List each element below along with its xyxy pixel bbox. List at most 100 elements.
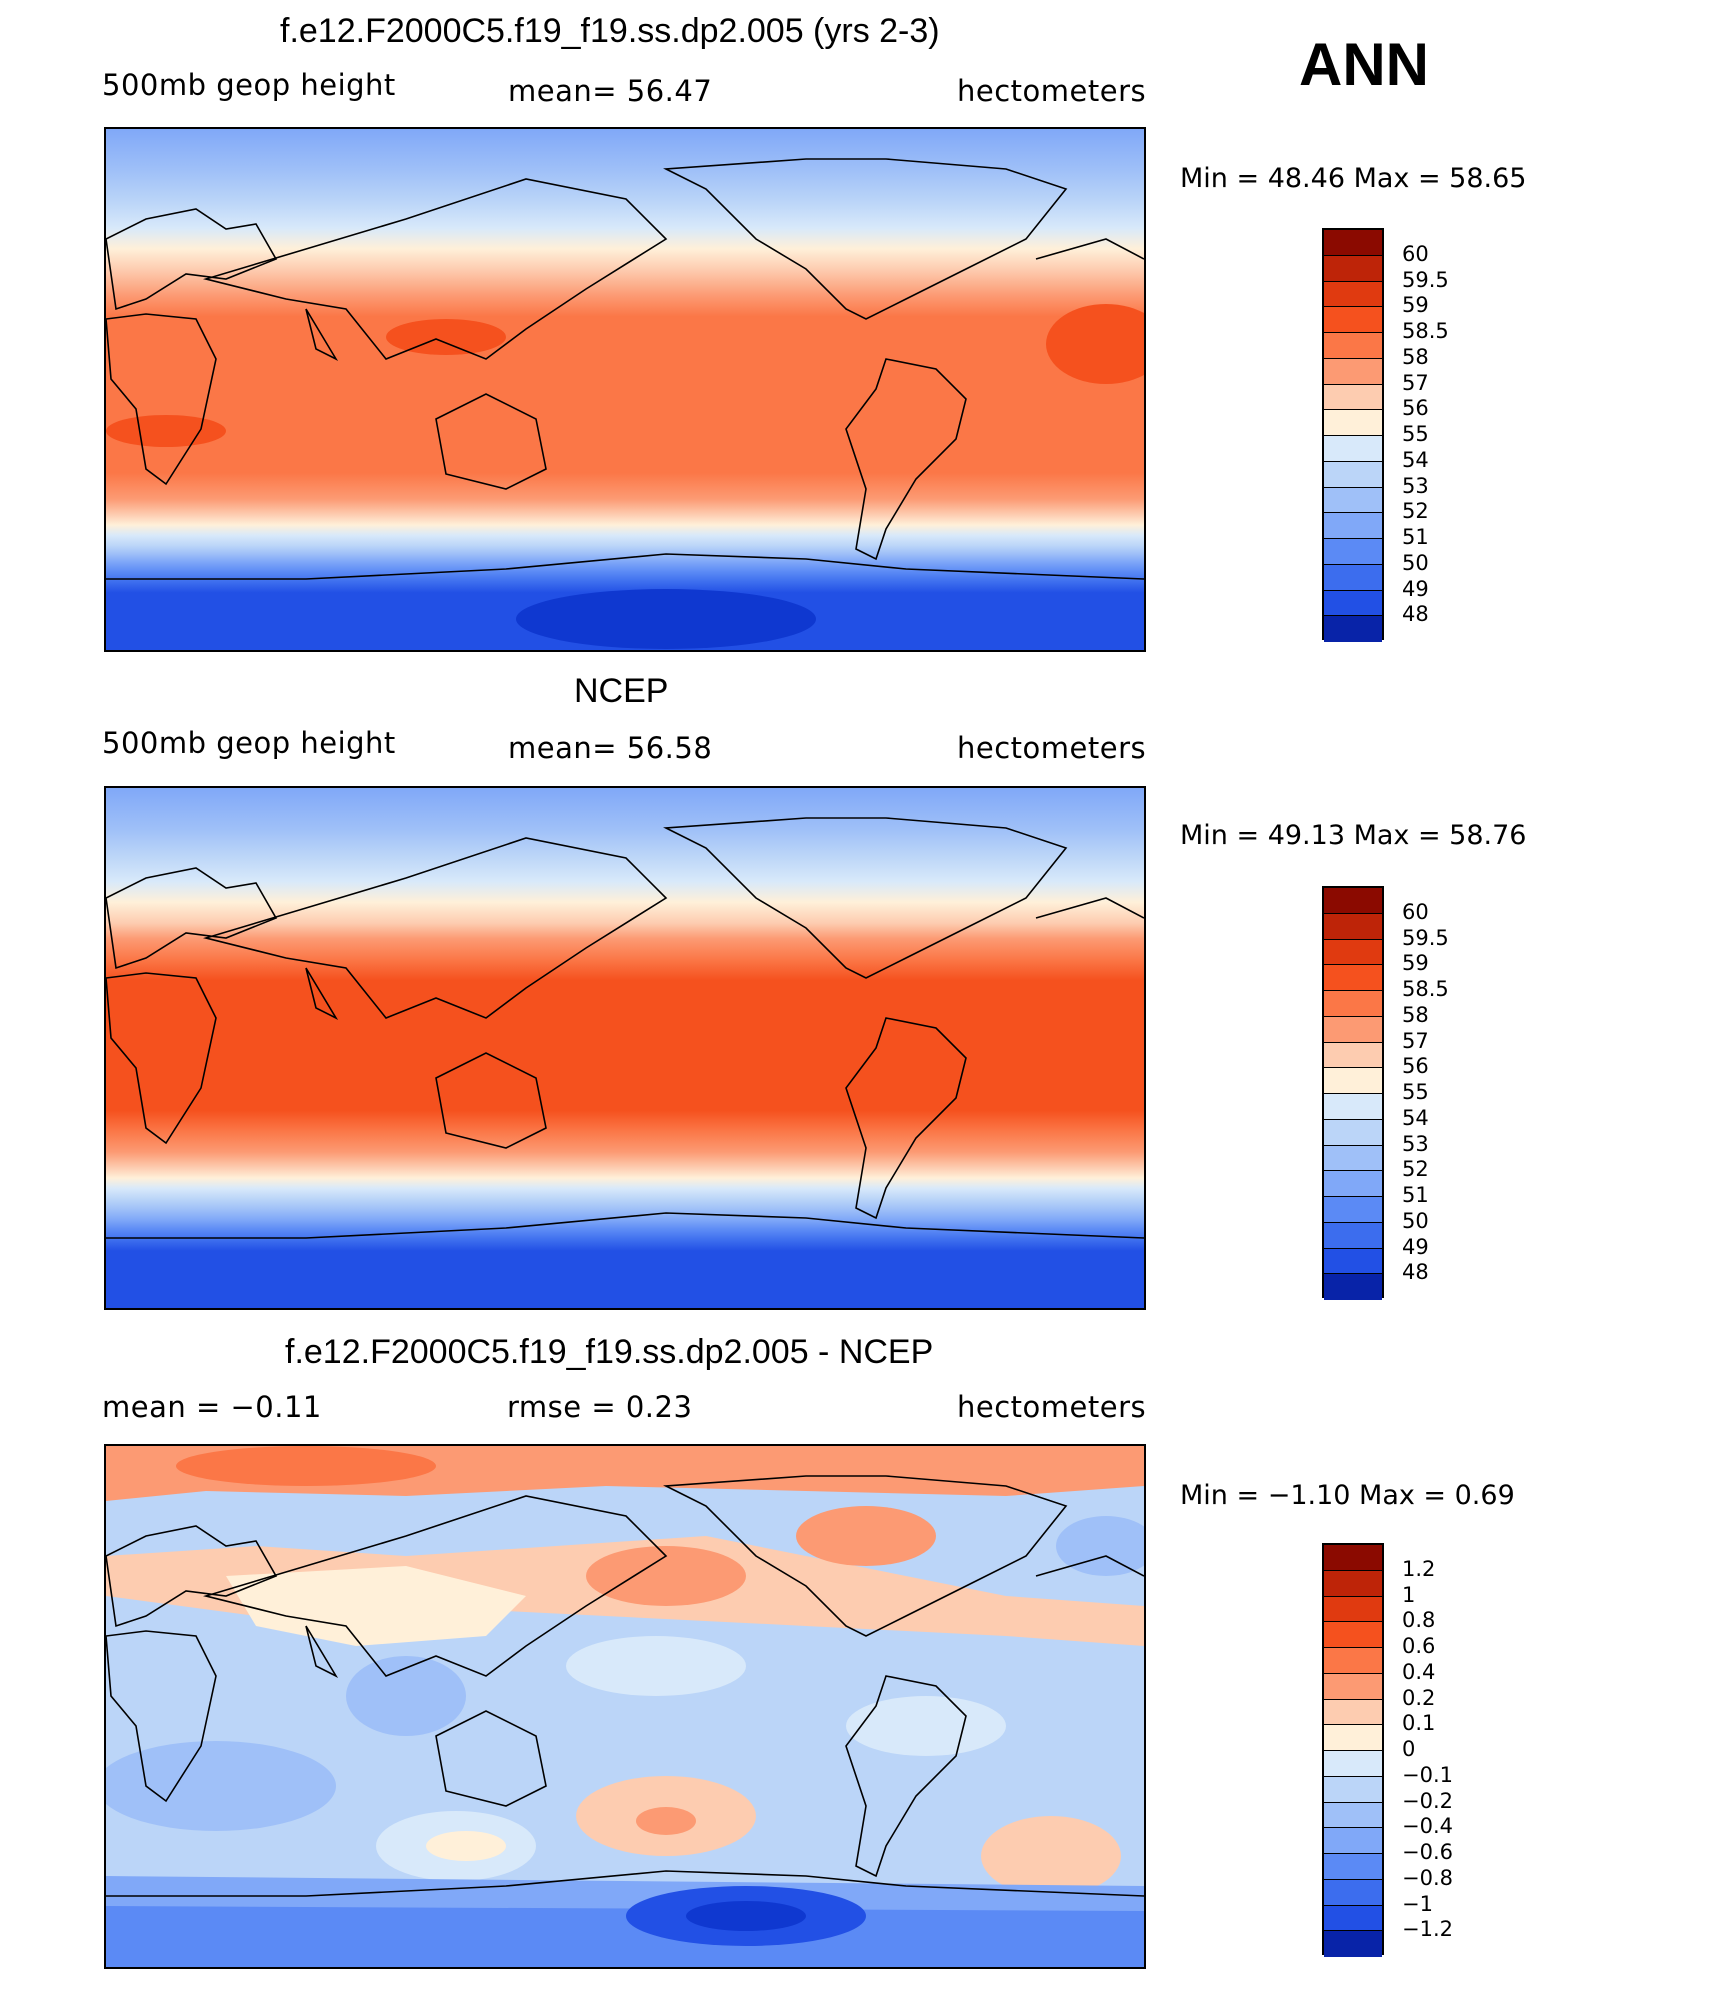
colorbar-swatch <box>1324 1068 1382 1094</box>
colorbar-level-label: −0.2 <box>1402 1788 1453 1813</box>
panel-1-high-atlantic <box>1046 304 1144 384</box>
colorbar-swatch <box>1324 513 1382 539</box>
colorbar-swatch <box>1324 590 1382 617</box>
colorbar-swatch <box>1324 410 1382 436</box>
colorbar-level-label: 0.6 <box>1402 1634 1436 1658</box>
colorbar-level-label: 56 <box>1402 396 1429 421</box>
colorbar-swatch <box>1324 1222 1382 1249</box>
colorbar-swatch <box>1324 1699 1382 1726</box>
colorbar-swatch <box>1324 564 1382 591</box>
colorbar-swatch <box>1324 965 1382 991</box>
panel-1-coastlines <box>106 158 1144 580</box>
colorbar-level-label: 60 <box>1402 241 1429 266</box>
colorbar-level-label: 58.5 <box>1402 319 1449 343</box>
colorbar-level-label: −1 <box>1402 1891 1433 1916</box>
colorbar-level-label: 57 <box>1402 370 1429 395</box>
panel-3-mean-label: mean = −0.11 <box>102 1390 322 1424</box>
colorbar-swatch <box>1324 1016 1382 1043</box>
colorbar-swatch <box>1324 539 1382 565</box>
colorbar-level-label: 0.8 <box>1402 1608 1436 1633</box>
colorbar-level-label: 59.5 <box>1402 267 1449 292</box>
panel-3-map <box>104 1444 1146 1969</box>
colorbar-swatch <box>1324 1673 1382 1700</box>
colorbar-swatch <box>1324 1751 1382 1777</box>
colorbar-level-label: 53 <box>1402 473 1429 498</box>
colorbar-swatch <box>1324 1905 1382 1932</box>
colorbar-level-label: 58 <box>1402 1002 1429 1027</box>
panel-1-title: f.e12.F2000C5.f19_f19.ss.dp2.005 (yrs 2-… <box>280 12 940 50</box>
colorbar-swatch <box>1324 1596 1382 1623</box>
panel-3-colorbar <box>1322 1543 1384 1957</box>
panel-2-title: NCEP <box>574 672 669 710</box>
colorbar-swatch <box>1324 1094 1382 1120</box>
colorbar-swatch <box>1324 384 1382 411</box>
colorbar-level-label: −0.6 <box>1402 1840 1453 1864</box>
colorbar-swatch <box>1324 281 1382 308</box>
panel-2-map-svg <box>106 788 1144 1308</box>
colorbar-swatch <box>1324 1802 1382 1829</box>
colorbar-level-label: 53 <box>1402 1131 1429 1156</box>
colorbar-level-label: 58.5 <box>1402 977 1449 1001</box>
colorbar-swatch <box>1324 358 1382 385</box>
colorbar-swatch <box>1324 913 1382 940</box>
colorbar-swatch <box>1324 1570 1382 1597</box>
colorbar-swatch <box>1324 1648 1382 1674</box>
colorbar-level-label: 51 <box>1402 525 1429 549</box>
panel-2-units-label: hectometers <box>957 731 1147 765</box>
colorbar-level-label: 54 <box>1402 447 1429 472</box>
panel-1-low-antarctic <box>516 589 816 649</box>
colorbar-swatch <box>1324 1854 1382 1880</box>
colorbar-swatch <box>1324 487 1382 514</box>
colorbar-level-label: 55 <box>1402 422 1429 446</box>
colorbar-swatch <box>1324 939 1382 966</box>
colorbar-swatch <box>1324 1776 1382 1803</box>
colorbar-level-label: 49 <box>1402 576 1429 601</box>
panel-2-mean-label: mean= 56.58 <box>508 731 713 765</box>
panel-1-mean-label: mean= 56.47 <box>508 74 713 108</box>
panel-1-variable-label: 500mb geop height <box>102 68 396 102</box>
colorbar-level-label: 52 <box>1402 499 1429 524</box>
panel-1-map-svg <box>106 129 1144 650</box>
panel-1-map <box>104 127 1146 652</box>
colorbar-swatch <box>1324 1622 1382 1648</box>
colorbar-swatch <box>1324 616 1382 642</box>
panel-1-high-band <box>386 319 506 355</box>
colorbar-swatch <box>1324 436 1382 462</box>
colorbar-swatch <box>1324 1145 1382 1172</box>
colorbar-level-label: 50 <box>1402 1208 1429 1233</box>
colorbar-swatch <box>1324 1274 1382 1300</box>
colorbar-swatch <box>1324 1042 1382 1069</box>
panel-1-colorbar <box>1322 228 1384 642</box>
panel-1-high-south <box>106 415 226 447</box>
panel-3-coastlines <box>106 1475 1144 1897</box>
colorbar-level-label: −0.8 <box>1402 1865 1453 1890</box>
colorbar-swatch <box>1324 255 1382 282</box>
colorbar-swatch <box>1324 1931 1382 1957</box>
colorbar-level-label: 59 <box>1402 293 1429 318</box>
panel-2-variable-label: 500mb geop height <box>102 726 396 760</box>
colorbar-swatch <box>1324 1171 1382 1197</box>
colorbar-level-label: 54 <box>1402 1105 1429 1130</box>
panel-3-minmax: Min = −1.10 Max = 0.69 <box>1180 1480 1515 1511</box>
colorbar-swatch <box>1324 991 1382 1017</box>
season-label: ANN <box>1299 31 1429 98</box>
panel-1-minmax: Min = 48.46 Max = 58.65 <box>1180 163 1527 194</box>
colorbar-level-label: 48 <box>1402 602 1429 627</box>
colorbar-level-label: 52 <box>1402 1157 1429 1182</box>
colorbar-swatch <box>1324 1197 1382 1223</box>
colorbar-level-label: 55 <box>1402 1080 1429 1104</box>
panel-2-minmax: Min = 49.13 Max = 58.76 <box>1180 820 1527 851</box>
colorbar-level-label: 0.2 <box>1402 1685 1436 1710</box>
colorbar-level-label: 51 <box>1402 1183 1429 1207</box>
panel-3-units-label: hectometers <box>957 1390 1147 1424</box>
colorbar-level-label: −1.2 <box>1402 1917 1453 1942</box>
colorbar-level-label: 0.1 <box>1402 1711 1436 1736</box>
colorbar-level-label: 56 <box>1402 1054 1429 1079</box>
colorbar-level-label: 59.5 <box>1402 925 1449 950</box>
colorbar-swatch <box>1324 1545 1382 1571</box>
panel-2-map <box>104 786 1146 1310</box>
panel-1-units-label: hectometers <box>957 74 1147 108</box>
colorbar-level-label: 57 <box>1402 1028 1429 1053</box>
panel-3-rmse-label: rmse = 0.23 <box>507 1390 693 1424</box>
colorbar-level-label: 58 <box>1402 344 1429 369</box>
